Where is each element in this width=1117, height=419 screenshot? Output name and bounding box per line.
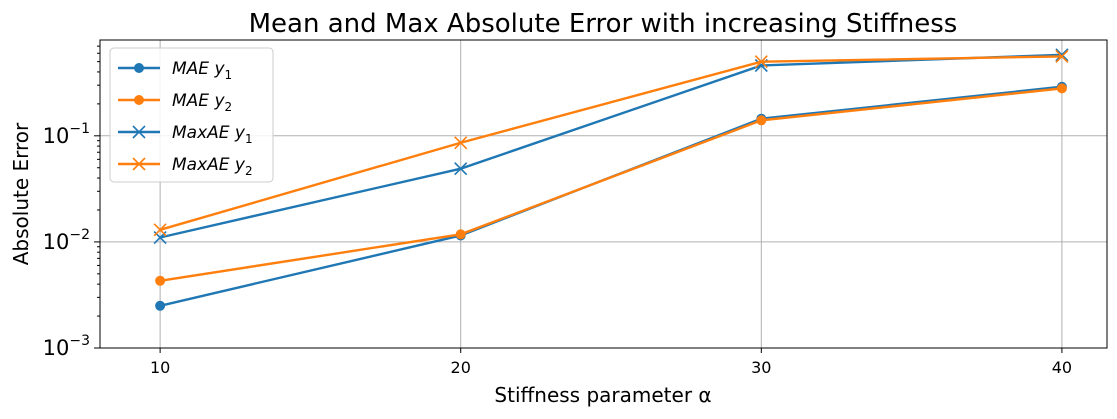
- x-axis-label: Stiffness parameter α: [494, 383, 711, 407]
- y-tick-label: 10−2: [43, 227, 90, 254]
- chart-title: Mean and Max Absolute Error with increas…: [249, 9, 958, 39]
- x-tick-label: 20: [451, 358, 471, 377]
- legend-box: [109, 47, 274, 183]
- legend-marker: [132, 157, 146, 171]
- series-line: [159, 85, 1063, 307]
- data-point: [754, 55, 768, 69]
- data-point: [454, 162, 468, 176]
- x-tick-label: 40: [1052, 358, 1072, 377]
- series-line: [159, 55, 1062, 231]
- x-tick-label: 10: [150, 358, 170, 377]
- y-axis-label: Absolute Error: [9, 122, 33, 265]
- y-axis-ticks: 10−3 10−2 10−1: [43, 45, 100, 360]
- data-point: [455, 229, 466, 240]
- data-point: [454, 136, 468, 150]
- legend-entry: MaxAE y2: [172, 155, 253, 178]
- data-point: [1055, 49, 1069, 63]
- data-point: [1055, 48, 1069, 62]
- legend-marker: [134, 63, 144, 73]
- series-line: [159, 87, 1063, 282]
- y-tick-label: 10−1: [43, 121, 90, 148]
- x-axis-ticks: 10 20 30 40: [150, 348, 1072, 377]
- x-tick-label: 30: [751, 358, 771, 377]
- data-point: [155, 300, 166, 311]
- legend-marker: [132, 125, 146, 139]
- legend-entry: MAE y2: [172, 91, 232, 114]
- plot-frame: [99, 39, 1108, 349]
- legend: MAE y1 MAE y2 MaxAE y1 MaxAE y2: [109, 47, 274, 183]
- legend-entry: MaxAE y1: [172, 123, 253, 146]
- data-point: [756, 115, 767, 126]
- series-layer: [153, 48, 1069, 311]
- legend-entry: MAE y1: [172, 59, 232, 82]
- data-point: [1056, 83, 1067, 94]
- y-tick-label: 10−3: [43, 333, 90, 360]
- data-point: [153, 223, 167, 237]
- data-point: [155, 275, 166, 286]
- series-line: [159, 53, 1062, 239]
- legend-marker: [134, 95, 144, 105]
